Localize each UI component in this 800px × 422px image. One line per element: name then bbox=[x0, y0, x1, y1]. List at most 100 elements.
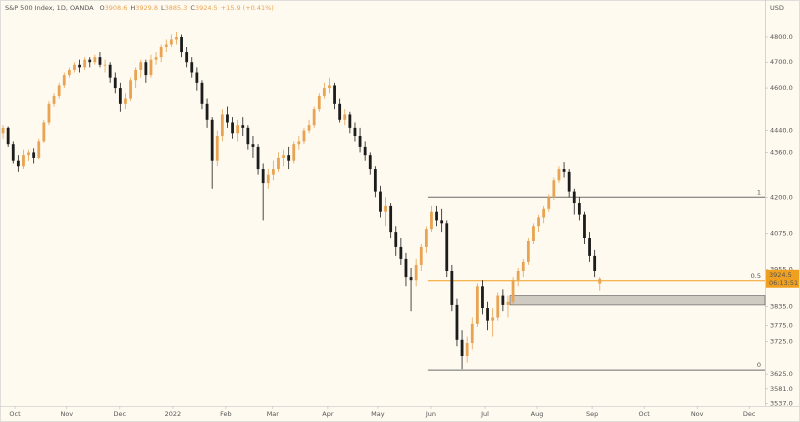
legend-value: 3929.8 bbox=[135, 4, 158, 12]
candle-body bbox=[379, 191, 382, 212]
candle-body bbox=[593, 255, 597, 272]
legend-key: C bbox=[190, 4, 195, 12]
last-price-box bbox=[766, 269, 799, 288]
candle-body bbox=[475, 286, 479, 324]
candle-body bbox=[159, 47, 163, 58]
candle-body bbox=[190, 62, 194, 73]
candle-body bbox=[164, 44, 168, 48]
header: S&P 500 Index, 1D, OANDA O3908.6 H3929.8 L3… bbox=[5, 4, 274, 12]
candle-body bbox=[124, 98, 127, 104]
candle-body bbox=[440, 220, 444, 224]
candle-body bbox=[180, 36, 183, 53]
candle-body bbox=[526, 240, 530, 262]
candle-body bbox=[424, 229, 428, 247]
last-price: 3924.5 bbox=[769, 271, 792, 279]
candle-body bbox=[83, 59, 87, 68]
zone bbox=[509, 295, 766, 306]
candle-body bbox=[333, 85, 336, 104]
candle-body bbox=[256, 146, 260, 170]
candle-body bbox=[236, 125, 240, 134]
candle-body bbox=[404, 258, 408, 278]
candle-body bbox=[32, 152, 36, 158]
y-tick-label: 4700.0 bbox=[770, 58, 793, 66]
y-tick-label: 3955.0 bbox=[770, 265, 793, 273]
candle-body bbox=[195, 72, 199, 83]
candle-body bbox=[389, 205, 393, 233]
y-tick-label: 3835.0 bbox=[770, 302, 793, 310]
currency: USD bbox=[770, 4, 784, 12]
y-tick-label: 3537.0 bbox=[770, 400, 793, 408]
candle-body bbox=[98, 57, 102, 65]
candle-body bbox=[175, 36, 178, 40]
candle-body bbox=[185, 52, 189, 63]
x-tick-label: Feb bbox=[220, 410, 232, 418]
y-tick-label: 3581.0 bbox=[770, 385, 793, 393]
candle-body bbox=[542, 208, 546, 218]
x-tick-label: Dec bbox=[743, 410, 756, 418]
candle-body bbox=[532, 226, 535, 241]
candle-body bbox=[577, 203, 581, 215]
candle-body bbox=[302, 130, 306, 142]
x-tick-label: Sep bbox=[586, 410, 598, 418]
candle-body bbox=[537, 217, 540, 227]
candle-body bbox=[384, 205, 387, 212]
candle-body bbox=[246, 127, 250, 145]
candle-body bbox=[67, 69, 71, 76]
candle-body bbox=[282, 155, 285, 158]
candle-body bbox=[118, 88, 122, 104]
candle-body bbox=[210, 119, 214, 161]
candle-body bbox=[501, 295, 505, 305]
candle-body bbox=[450, 271, 454, 305]
candle-body bbox=[353, 127, 357, 136]
candle-body bbox=[394, 232, 398, 247]
candle-body bbox=[317, 95, 321, 110]
x-tick-label: Nov bbox=[60, 410, 73, 418]
candle-body bbox=[215, 135, 219, 161]
candle-body bbox=[496, 295, 500, 318]
candle-body bbox=[266, 174, 270, 184]
y-tick-label: 3775.0 bbox=[770, 321, 793, 329]
candle-body bbox=[465, 343, 469, 357]
candle-body bbox=[42, 122, 46, 142]
legend-key: H bbox=[130, 4, 135, 12]
candle-body bbox=[226, 114, 229, 123]
y-tick-label: 3725.0 bbox=[770, 337, 793, 345]
countdown: 06:13:51 bbox=[769, 279, 798, 287]
candle-body bbox=[103, 64, 107, 66]
candle-body bbox=[328, 85, 331, 89]
candle-body bbox=[455, 304, 459, 340]
candle-body bbox=[154, 57, 158, 60]
candle-body bbox=[37, 141, 41, 158]
change: +15.9 (+0.41%) bbox=[221, 4, 274, 12]
candle-body bbox=[88, 59, 92, 63]
candle-body bbox=[277, 157, 280, 170]
candle-body bbox=[261, 169, 265, 184]
candle-body bbox=[414, 264, 418, 281]
candle-body bbox=[139, 62, 143, 70]
candle-body bbox=[409, 277, 413, 281]
candle-body bbox=[1, 127, 5, 134]
y-tick-label: 3625.0 bbox=[770, 370, 793, 378]
candle-body bbox=[27, 152, 30, 156]
candle-body bbox=[445, 223, 449, 272]
candle-body bbox=[338, 103, 342, 120]
candle-body bbox=[430, 211, 433, 230]
candle-body bbox=[6, 127, 10, 145]
candle-body bbox=[312, 109, 316, 126]
fib-label: 0.5 bbox=[751, 272, 761, 280]
x-tick-label: Mar bbox=[267, 410, 280, 418]
legend-value: 3908.6 bbox=[105, 4, 128, 12]
candle-body bbox=[144, 62, 148, 76]
x-tick-label: Oct bbox=[639, 410, 651, 418]
candle-body bbox=[220, 114, 224, 136]
y-tick-label: 4800.0 bbox=[770, 33, 793, 41]
candle-body bbox=[460, 339, 464, 357]
y-tick-label: 4075.0 bbox=[770, 230, 793, 238]
candle-body bbox=[16, 160, 20, 167]
candle-body bbox=[470, 323, 474, 344]
candle-body bbox=[598, 278, 602, 284]
candle-body bbox=[486, 308, 489, 321]
candle-body bbox=[506, 301, 510, 305]
candle-body bbox=[511, 280, 515, 302]
candle-body bbox=[343, 114, 347, 120]
